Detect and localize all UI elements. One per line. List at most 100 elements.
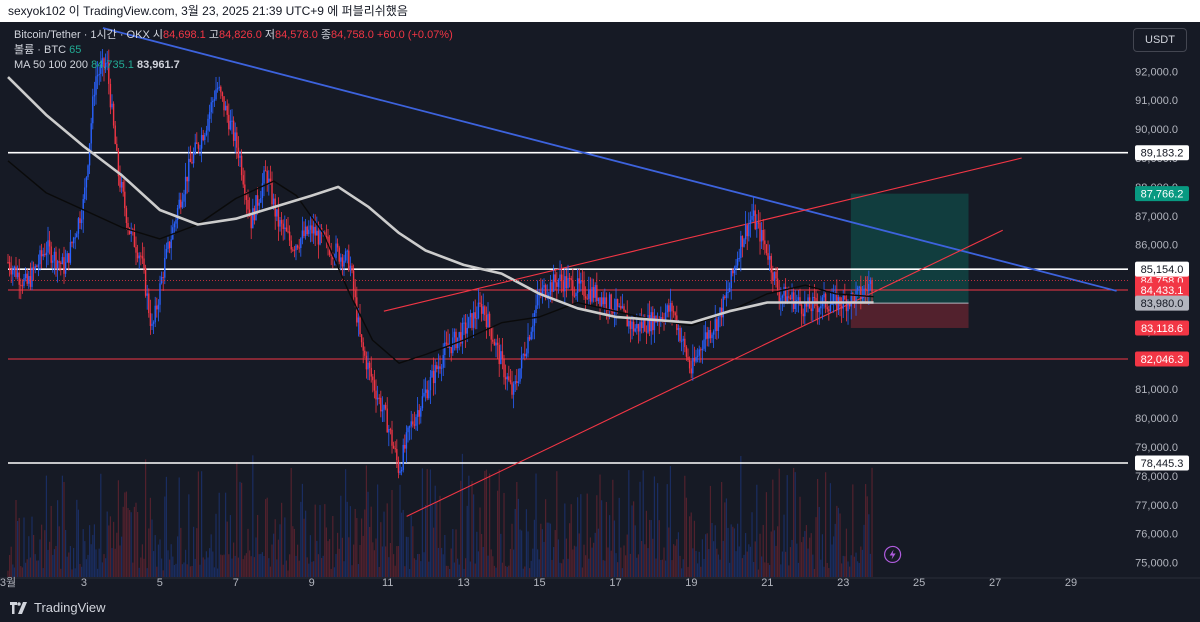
candle-body — [210, 102, 212, 113]
volume-bar — [549, 523, 552, 577]
volume-bar — [215, 513, 217, 577]
volume-bar — [151, 519, 153, 577]
candle-body — [234, 132, 236, 141]
volume-label[interactable]: 볼륨 · BTC — [14, 44, 67, 56]
candle-body — [346, 250, 348, 252]
price-chart[interactable]: 92,000.091,000.090,000.089,000.088,000.0… — [0, 22, 1200, 594]
volume-bar — [597, 528, 600, 577]
candle-body — [263, 170, 265, 184]
candle-body — [664, 312, 667, 322]
volume-bar — [521, 530, 523, 577]
candle-body — [621, 306, 624, 309]
volume-bar — [636, 557, 638, 577]
volume-bar — [541, 529, 544, 577]
legend-symbol[interactable]: Bitcoin/Tether · 1시간 · OKX — [14, 29, 150, 41]
volume-bar — [743, 554, 745, 577]
volume-bar — [148, 528, 150, 577]
volume-bar — [519, 529, 521, 577]
volume-bar — [399, 484, 401, 577]
candle-body — [175, 220, 177, 224]
volume-bar — [37, 560, 40, 577]
volume-bar — [9, 554, 11, 577]
candle-body — [218, 86, 220, 89]
volume-bar — [33, 534, 35, 577]
volume-bar — [474, 563, 476, 577]
volume-bar — [93, 524, 96, 577]
candle-body — [436, 365, 438, 370]
volume-bar — [650, 520, 652, 577]
candle-body — [461, 322, 464, 344]
candle-body — [696, 355, 699, 357]
volume-bar — [801, 542, 803, 577]
candle-body — [250, 215, 252, 229]
candle-body — [404, 444, 406, 449]
volume-bar — [380, 522, 382, 577]
price-label: 87,766.2 — [1141, 189, 1184, 201]
volume-bar — [285, 560, 288, 577]
volume-bar — [481, 533, 483, 577]
candle-body — [292, 249, 294, 251]
candle-body — [453, 331, 456, 338]
candle-body — [116, 143, 118, 151]
price-label-box — [1135, 145, 1189, 161]
candle-body — [439, 366, 441, 369]
volume-bar — [431, 505, 433, 577]
volume-bar — [511, 523, 513, 577]
volume-bar — [263, 555, 265, 577]
volume-bar — [391, 489, 393, 577]
volume-bar — [759, 533, 761, 577]
candle-body — [120, 181, 123, 188]
candle-body — [586, 298, 588, 300]
volume-bar — [29, 557, 32, 577]
candle-body — [740, 235, 742, 258]
volume-bar — [722, 540, 724, 577]
x-tick-label: 13 — [457, 577, 469, 589]
candle-body — [802, 313, 804, 317]
candle-body — [80, 219, 83, 224]
candle-body — [309, 225, 312, 230]
volume-bar — [52, 554, 54, 577]
volume-bar — [274, 519, 276, 577]
volume-bar — [253, 557, 256, 577]
candle-body — [423, 392, 425, 397]
candle-body — [440, 367, 443, 369]
candle-body — [706, 332, 708, 339]
candle-body — [474, 312, 476, 319]
candle-body — [410, 421, 412, 427]
currency-button[interactable]: USDT — [1133, 28, 1187, 52]
candle-body — [167, 241, 169, 249]
volume-bar — [674, 545, 676, 577]
volume-bar — [524, 566, 526, 577]
candle-body — [698, 349, 700, 356]
candle-body — [709, 330, 712, 339]
volume-bar — [135, 502, 137, 577]
y-tick-label: 81,000.0 — [1135, 384, 1178, 396]
volume-bar — [479, 507, 481, 577]
volume-bar — [351, 565, 353, 577]
price-label-box — [1135, 455, 1189, 471]
candle-body — [680, 340, 683, 342]
candle-body — [343, 260, 345, 267]
ma-label[interactable]: MA 50 100 200 — [14, 59, 89, 71]
chart-panel[interactable]: 92,000.091,000.090,000.089,000.088,000.0… — [0, 22, 1200, 594]
volume-bar — [20, 566, 22, 577]
price-label: 83,118.6 — [1141, 323, 1183, 335]
volume-bar — [604, 560, 606, 577]
candle-body — [733, 267, 736, 274]
candle-body — [805, 303, 808, 307]
candle-body — [631, 321, 633, 329]
price-label-box — [1135, 282, 1189, 298]
volume-bar — [578, 533, 580, 577]
volume-bar — [212, 551, 214, 577]
candle-body — [101, 58, 104, 65]
volume-bar — [293, 528, 296, 577]
price-label: 89,183.2 — [1141, 148, 1184, 160]
volume-bar — [585, 555, 587, 577]
candle-body — [232, 120, 235, 141]
volume-bar — [305, 510, 307, 577]
volume-bar — [241, 482, 243, 577]
tradingview-brand[interactable]: TradingView — [10, 600, 106, 615]
candle-body — [239, 155, 241, 158]
candle-body — [724, 296, 726, 298]
candle-body — [284, 227, 286, 229]
